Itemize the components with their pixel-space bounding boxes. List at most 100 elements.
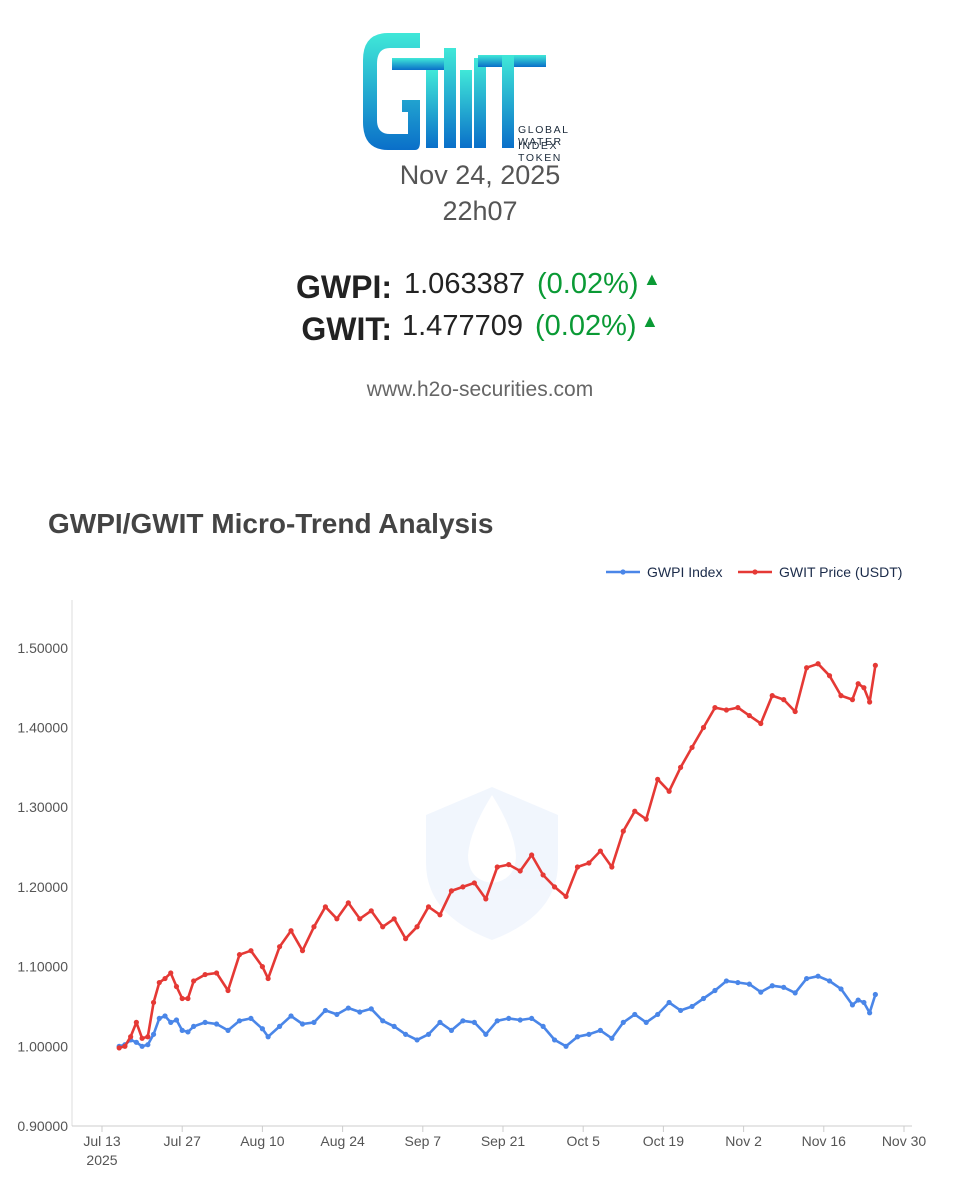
data-point: [861, 685, 867, 691]
data-point: [288, 1013, 294, 1019]
x-tick-label: Nov 2: [725, 1133, 762, 1149]
data-point: [483, 896, 489, 902]
data-point: [620, 1019, 626, 1025]
data-point: [265, 1034, 271, 1040]
data-point: [334, 916, 340, 922]
data-point: [586, 860, 592, 866]
chart-axes: 0.90000 1.00000 1.10000 1.20000 1.30000 1.400…: [17, 600, 926, 1168]
logo-line1: GLOBAL WATER: [518, 124, 570, 148]
data-point: [202, 971, 208, 978]
data-point: [276, 944, 283, 950]
data-point: [769, 983, 775, 989]
data-point: [700, 724, 707, 731]
x-tick-label: Jul 27: [164, 1133, 202, 1149]
data-point: [574, 1034, 581, 1040]
data-point: [781, 697, 787, 703]
data-point: [437, 1019, 443, 1025]
data-point: [632, 808, 638, 814]
website-link[interactable]: www.h2o-securities.com: [366, 378, 594, 401]
data-point: [826, 673, 833, 679]
data-point: [345, 900, 351, 906]
ticker-symbol: GWIT:: [301, 311, 392, 347]
data-point: [299, 1021, 306, 1027]
x-tick-label: Nov 16: [802, 1133, 847, 1149]
data-point: [403, 1031, 409, 1037]
series-gwit: [116, 661, 878, 1051]
x-tick-year-label: 2025: [86, 1152, 117, 1168]
data-point: [609, 864, 615, 870]
y-tick-label: 1.40000: [17, 720, 68, 736]
data-point: [867, 699, 873, 705]
data-point: [643, 1019, 649, 1025]
legend-item: GWIT Price (USDT): [738, 564, 902, 580]
data-point: [723, 707, 730, 713]
data-point: [391, 1023, 397, 1029]
y-tick-label: 1.50000: [17, 640, 68, 656]
data-point: [173, 1017, 180, 1023]
data-point: [133, 1019, 139, 1025]
data-point: [551, 1037, 558, 1043]
data-point: [276, 1023, 283, 1029]
data-point: [414, 1037, 420, 1043]
data-point: [311, 924, 317, 930]
data-point: [815, 661, 821, 667]
chart-title: GWPI/GWIT Micro-Trend Analysis: [48, 508, 494, 539]
data-point: [213, 970, 220, 976]
data-point: [150, 1031, 157, 1037]
data-point: [597, 1027, 603, 1033]
data-point: [838, 693, 844, 699]
data-point: [185, 1029, 191, 1035]
data-point: [735, 979, 741, 986]
data-point: [357, 1009, 363, 1015]
data-point: [804, 665, 810, 671]
data-point: [712, 987, 718, 994]
data-point: [849, 697, 856, 703]
data-point: [357, 916, 363, 922]
data-point: [632, 1011, 638, 1018]
data-point: [746, 981, 752, 987]
series-line: [118, 662, 877, 1050]
data-point: [116, 1045, 122, 1051]
data-point: [380, 1018, 386, 1024]
chart-series: [116, 661, 878, 1051]
data-point: [425, 1031, 432, 1037]
data-point: [735, 704, 741, 711]
data-point: [425, 904, 432, 910]
data-point: [529, 852, 535, 858]
data-point: [460, 1018, 466, 1024]
legend-label: GWPI Index: [647, 564, 722, 580]
ticker-value: 1.063387: [404, 268, 525, 300]
data-point: [849, 1002, 856, 1008]
data-point: [236, 1018, 243, 1024]
data-point: [168, 970, 174, 976]
data-point: [700, 995, 707, 1002]
report-time: 22h07: [442, 196, 518, 226]
data-point: [677, 764, 684, 770]
up-arrow-icon: ▲: [641, 311, 659, 331]
data-point: [655, 1011, 661, 1018]
data-point: [563, 1043, 569, 1049]
data-point: [414, 924, 420, 930]
data-point: [826, 978, 833, 984]
data-point: [666, 788, 672, 794]
data-point: [448, 1027, 455, 1033]
data-point: [689, 1003, 695, 1010]
data-point: [494, 864, 500, 870]
data-point: [299, 948, 306, 954]
data-point: [872, 991, 878, 998]
chart-legend: GWPI Index GWIT Price (USDT): [606, 564, 902, 580]
data-point: [139, 1043, 145, 1049]
ticker-gwit: GWIT: 1.477709 (0.02%) ▲: [0, 308, 960, 348]
data-point: [334, 1011, 340, 1018]
data-point: [259, 964, 265, 970]
ticker-change: (0.02%): [537, 268, 639, 300]
legend-item: GWPI Index: [606, 564, 722, 580]
y-tick-label: 0.90000: [17, 1118, 68, 1134]
data-point: [838, 986, 844, 992]
data-point: [804, 975, 810, 982]
data-point: [248, 1015, 254, 1022]
data-point: [128, 1034, 134, 1040]
y-tick-label: 1.10000: [17, 959, 68, 975]
data-point: [162, 975, 168, 982]
legend-swatch-dot: [752, 569, 758, 575]
